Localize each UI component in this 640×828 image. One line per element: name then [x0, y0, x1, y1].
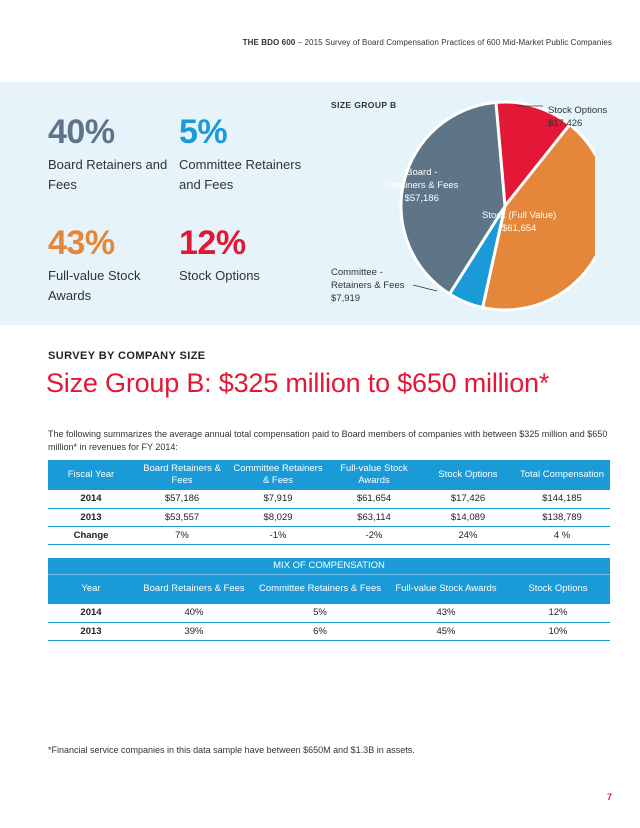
pie-label-stock-options: Stock Options $17,426 — [548, 104, 607, 130]
col-header: Fiscal Year — [48, 460, 134, 490]
stat-label: Full-value Stock Awards — [48, 268, 141, 303]
table-cell: $7,919 — [230, 490, 326, 509]
col-header: Full-value Stock Awards — [386, 574, 506, 604]
header-subtitle: – 2015 Survey of Board Compensation Prac… — [295, 38, 612, 47]
table-cell: 39% — [134, 622, 254, 641]
table-title: MIX OF COMPENSATION — [48, 558, 610, 575]
pie-label-name: Stock (Full Value) — [482, 210, 557, 221]
table-cell: 2013 — [48, 508, 134, 527]
leader-line-committee — [412, 284, 438, 292]
compensation-table: Fiscal Year Board Retainers & Fees Commi… — [48, 460, 610, 545]
pie-slice-stock-options — [494, 100, 572, 210]
col-header: Committee Retainers & Fees — [254, 574, 386, 604]
section-intro: The following summarizes the average ann… — [48, 429, 608, 452]
stat-percent: 5% — [179, 113, 228, 151]
pie-chart-title: SIZE GROUP B — [331, 100, 397, 110]
table-cell: $17,426 — [422, 490, 514, 509]
table-cell: Change — [48, 526, 134, 545]
table-cell: $138,789 — [514, 508, 610, 527]
section-heading: SURVEY BY COMPANY SIZE — [48, 350, 206, 362]
pie-slice-stock-full-value — [480, 122, 595, 312]
col-header: Total Compensation — [514, 460, 610, 490]
table-row: Change 7% -1% -2% 24% 4 % — [48, 526, 610, 545]
stat-committee-retainers: 5% Committee Retainers and Fees — [179, 115, 309, 195]
stat-board-retainers: 40% Board Retainers and Fees — [48, 115, 178, 195]
stat-percent: 40% — [48, 113, 115, 151]
table-row: 2013 $53,557 $8,029 $63,114 $14,089 $138… — [48, 508, 610, 527]
section-title: Size Group B: $325 million to $650 milli… — [46, 368, 550, 398]
pie-label-value: $57,186 — [404, 193, 439, 204]
pie-label-committee: Committee - Retainers & Fees $7,919 — [331, 266, 404, 305]
table-row: 2013 39% 6% 45% 10% — [48, 622, 610, 641]
table-title-row: MIX OF COMPENSATION — [48, 558, 610, 575]
table-cell: 40% — [134, 604, 254, 623]
compensation-pie-chart — [399, 100, 595, 312]
table-cell: -2% — [326, 526, 422, 545]
mix-of-compensation-table: MIX OF COMPENSATION Year Board Retainers… — [48, 558, 610, 641]
pie-label-board: Board - Retainers & Fees $57,186 — [385, 166, 458, 205]
table-cell: $14,089 — [422, 508, 514, 527]
table-cell: $8,029 — [230, 508, 326, 527]
pie-label-name: Retainers & Fees — [331, 280, 405, 291]
stat-percent: 43% — [48, 224, 115, 262]
table-cell: 5% — [254, 604, 386, 623]
pie-label-value: $17,426 — [548, 118, 583, 129]
col-header: Full-value Stock Awards — [326, 460, 422, 490]
col-header: Year — [48, 574, 134, 604]
pie-label-stock-full-value: Stock (Full Value) $61,654 — [482, 209, 556, 235]
table-cell: $144,185 — [514, 490, 610, 509]
page-number: 7 — [606, 792, 612, 802]
table-cell: -1% — [230, 526, 326, 545]
table-cell: 12% — [506, 604, 610, 623]
table-cell: 43% — [386, 604, 506, 623]
pie-label-name: Stock Options — [548, 105, 608, 116]
pie-label-name: Committee - — [331, 267, 383, 278]
table-cell: 7% — [134, 526, 230, 545]
stat-label: Committee Retainers and Fees — [179, 157, 302, 192]
pie-label-value: $61,654 — [501, 223, 537, 234]
table-cell: $53,557 — [134, 508, 230, 527]
stat-full-value-stock: 43% Full-value Stock Awards — [48, 226, 158, 306]
table-row: 2014 40% 5% 43% 12% — [48, 604, 610, 623]
table-cell: 6% — [254, 622, 386, 641]
table-row: 2014 $57,186 $7,919 $61,654 $17,426 $144… — [48, 490, 610, 509]
pie-label-name: Board - — [406, 167, 438, 178]
stat-label: Board Retainers and Fees — [48, 157, 168, 192]
col-header: Board Retainers & Fees — [134, 574, 254, 604]
stat-stock-options: 12% Stock Options — [179, 226, 309, 286]
table-cell: 2014 — [48, 604, 134, 623]
pie-slice-board — [399, 100, 507, 297]
table-cell: $57,186 — [134, 490, 230, 509]
table-cell: 2014 — [48, 490, 134, 509]
header-brand: THE BDO 600 — [242, 38, 296, 47]
stat-label: Stock Options — [179, 268, 260, 283]
col-header: Committee Retainers & Fees — [230, 460, 326, 490]
table-cell: $61,654 — [326, 490, 422, 509]
table-cell: $63,114 — [326, 508, 422, 527]
table-header-row: Year Board Retainers & Fees Committee Re… — [48, 574, 610, 604]
table-cell: 45% — [386, 622, 506, 641]
pie-label-value: $7,919 — [331, 293, 361, 304]
table-cell: 2013 — [48, 622, 134, 641]
table-cell: 4 % — [514, 526, 610, 545]
table-cell: 10% — [506, 622, 610, 641]
col-header: Stock Options — [422, 460, 514, 490]
page-header: THE BDO 600 – 2015 Survey of Board Compe… — [243, 38, 612, 47]
col-header: Board Retainers & Fees — [134, 460, 230, 490]
stat-percent: 12% — [179, 224, 246, 262]
pie-label-name: Retainers & Fees — [385, 180, 459, 191]
table-header-row: Fiscal Year Board Retainers & Fees Commi… — [48, 460, 610, 490]
col-header: Stock Options — [506, 574, 610, 604]
footnote: *Financial service companies in this dat… — [48, 745, 415, 755]
table-cell: 24% — [422, 526, 514, 545]
